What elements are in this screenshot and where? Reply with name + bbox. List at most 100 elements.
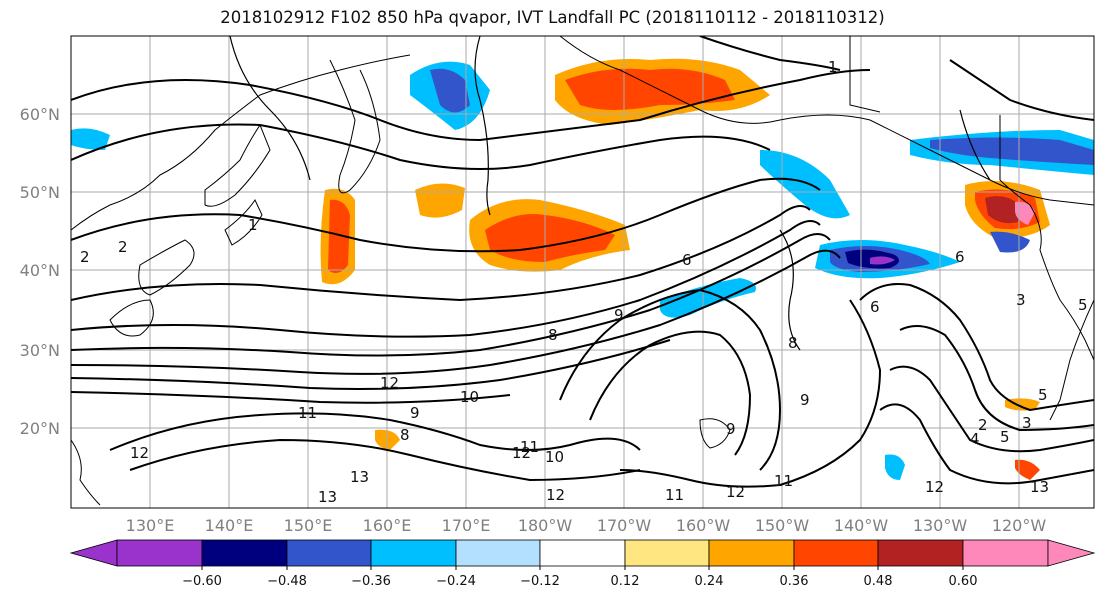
contour-label: 6 bbox=[955, 248, 965, 266]
colorbar-swatch bbox=[286, 539, 372, 567]
lon-label: 170°W bbox=[597, 516, 652, 535]
anomaly-negative-patch bbox=[885, 454, 905, 480]
contour-label: 11 bbox=[298, 404, 317, 422]
colorbar-swatch bbox=[877, 539, 964, 567]
contour-label: 11 bbox=[520, 438, 539, 456]
colorbar-swatch bbox=[708, 539, 795, 567]
lon-label: 160°E bbox=[363, 516, 412, 535]
lat-label: 60°N bbox=[20, 105, 60, 124]
contour-label: 6 bbox=[870, 298, 880, 316]
contour-label: 6 bbox=[682, 251, 692, 269]
colorbar-swatch bbox=[201, 539, 288, 567]
colorbar-ticks bbox=[201, 566, 964, 570]
anomaly-positive-patch bbox=[985, 196, 1020, 224]
contour-label: 12 bbox=[130, 444, 149, 462]
colorbar-swatch bbox=[793, 539, 879, 567]
contour-label: 11 bbox=[774, 472, 793, 490]
anomaly-negative-patch bbox=[430, 68, 470, 113]
contour-label: 12 bbox=[380, 374, 399, 392]
colorbar-swatch bbox=[624, 539, 710, 567]
contour-label: 3 bbox=[1016, 291, 1026, 309]
contour-label: 11 bbox=[665, 486, 684, 504]
anomaly-negative-patch bbox=[990, 231, 1030, 253]
contour-label: 9 bbox=[614, 306, 624, 324]
lat-label: 30°N bbox=[20, 341, 60, 360]
anomaly-negative-patch bbox=[660, 278, 756, 318]
latitude-labels: 60°N 50°N 40°N 30°N 20°N bbox=[20, 105, 60, 438]
contour-label: 13 bbox=[350, 468, 369, 486]
contour-label: 8 bbox=[548, 326, 558, 344]
lon-label: 170°E bbox=[442, 516, 491, 535]
contour-label: 12 bbox=[726, 483, 745, 501]
contour-label: 2 bbox=[80, 248, 90, 266]
contour-label: 12 bbox=[546, 486, 565, 504]
colorbar-extend-max bbox=[1047, 539, 1096, 567]
contour-label: 5 bbox=[1000, 428, 1010, 446]
colorbar-swatch bbox=[116, 539, 203, 567]
anomaly-negative-patch bbox=[870, 256, 895, 265]
coastlines bbox=[71, 36, 1094, 506]
anomaly-positive-patch bbox=[328, 199, 350, 274]
contour-label: 10 bbox=[460, 388, 479, 406]
lon-label: 180°W bbox=[518, 516, 573, 535]
colorbar-tick-label: −0.36 bbox=[351, 574, 391, 589]
lon-label: 140°E bbox=[205, 516, 254, 535]
colorbar-tick-label: 0.12 bbox=[611, 574, 640, 589]
lon-label: 150°W bbox=[755, 516, 810, 535]
contour-label: 9 bbox=[726, 420, 736, 438]
lon-label: 150°E bbox=[284, 516, 333, 535]
lon-label: 140°W bbox=[834, 516, 889, 535]
contour-label: 1 bbox=[248, 216, 258, 234]
colorbar-swatch bbox=[455, 539, 541, 567]
ivt-contours bbox=[71, 36, 1094, 488]
ivt-contours-thin bbox=[229, 36, 991, 351]
lon-label: 120°W bbox=[992, 516, 1047, 535]
colorbar-swatch bbox=[370, 539, 457, 567]
contour-label: 4 bbox=[970, 430, 980, 448]
anomaly-positive-patch bbox=[1005, 398, 1040, 411]
lat-label: 40°N bbox=[20, 261, 60, 280]
colorbar bbox=[69, 539, 1096, 567]
contour-label: 1 bbox=[828, 58, 838, 76]
lon-label: 130°W bbox=[913, 516, 968, 535]
colorbar-tick-label: −0.60 bbox=[182, 574, 222, 589]
anomaly-positive-patch bbox=[1015, 201, 1035, 225]
anomaly-positive-patch bbox=[1015, 459, 1040, 480]
contour-labels: 1 2 2 1 6 6 8 9 12 11 10 9 8 12 12 13 13… bbox=[80, 58, 1088, 506]
anomaly-positive-patch bbox=[565, 68, 735, 110]
longitude-labels: 130°E 140°E 150°E 160°E 170°E 180°W 170°… bbox=[126, 516, 1047, 535]
contour-label: 8 bbox=[400, 426, 410, 444]
colorbar-extend-min bbox=[69, 539, 118, 567]
contour-label: 13 bbox=[1030, 478, 1049, 496]
colorbar-tick-label: 0.60 bbox=[949, 574, 978, 589]
colorbar-swatch bbox=[539, 539, 626, 567]
contour-label: 13 bbox=[318, 488, 337, 506]
contour-label: 5 bbox=[1078, 296, 1088, 314]
lat-label: 20°N bbox=[20, 419, 60, 438]
colorbar-tick-label: −0.48 bbox=[267, 574, 307, 589]
contour-label: 12 bbox=[512, 444, 531, 462]
contour-label: 9 bbox=[410, 404, 420, 422]
lon-label: 130°E bbox=[126, 516, 175, 535]
colorbar-labels: −0.60 −0.48 −0.36 −0.24 −0.12 0.12 0.24 … bbox=[182, 574, 977, 589]
anomaly-negative-patch bbox=[71, 128, 110, 150]
contour-label: 12 bbox=[925, 478, 944, 496]
contour-label: 9 bbox=[800, 391, 810, 409]
map-content: 1 2 2 1 6 6 8 9 12 11 10 9 8 12 12 13 13… bbox=[71, 36, 1094, 508]
contour-label: 10 bbox=[545, 448, 564, 466]
colorbar-tick-label: 0.48 bbox=[864, 574, 893, 589]
contour-label: 8 bbox=[788, 334, 798, 352]
contour-label: 2 bbox=[978, 416, 988, 434]
lon-label: 160°W bbox=[676, 516, 731, 535]
lat-label: 50°N bbox=[20, 183, 60, 202]
map-frame bbox=[70, 35, 1095, 509]
colorbar-tick-label: −0.12 bbox=[520, 574, 560, 589]
contour-label: 3 bbox=[1022, 414, 1032, 432]
colorbar-tick-label: −0.24 bbox=[436, 574, 476, 589]
colorbar-swatch bbox=[962, 539, 1049, 567]
contour-label: 5 bbox=[1038, 386, 1048, 404]
contour-label: 2 bbox=[118, 238, 128, 256]
map-title: 2018102912 F102 850 hPa qvapor, IVT Land… bbox=[220, 8, 885, 27]
colorbar-tick-label: 0.24 bbox=[695, 574, 724, 589]
